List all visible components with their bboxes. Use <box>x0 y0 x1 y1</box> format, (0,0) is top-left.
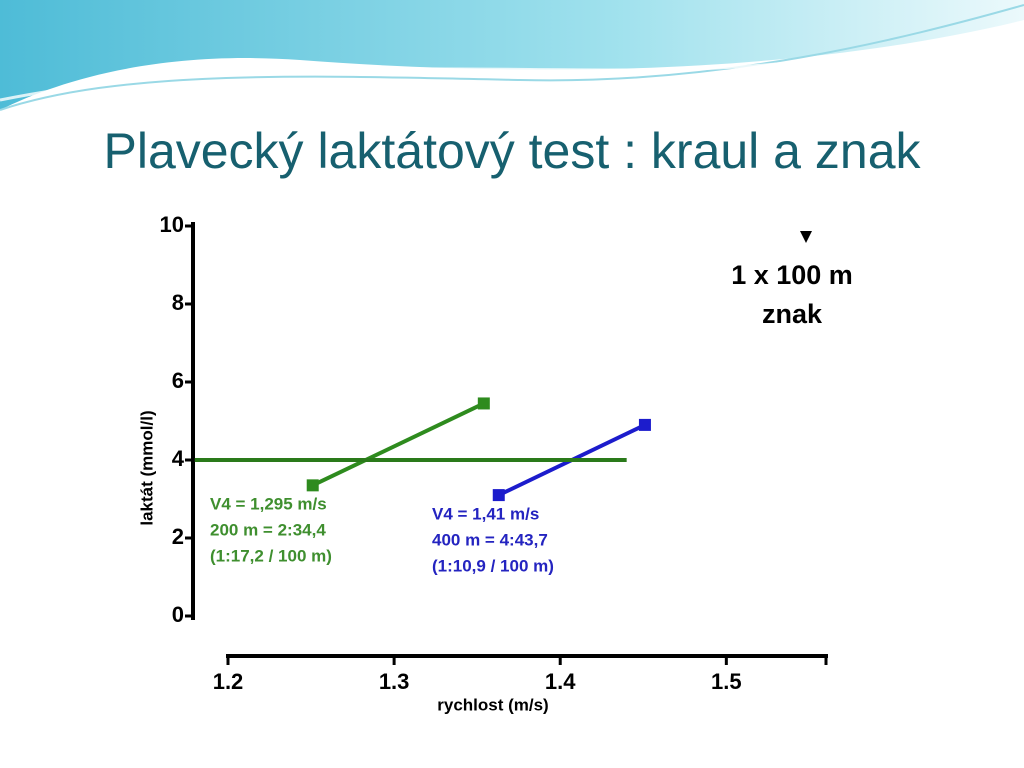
x-tick-label: 1.5 <box>711 669 742 694</box>
point-marker <box>306 479 319 492</box>
annotation: znak <box>762 299 823 329</box>
x-tick-label: 1.3 <box>379 669 410 694</box>
y-tick-label: 4 <box>172 446 185 471</box>
y-tick-label: 0 <box>172 602 184 627</box>
annotation: 200 m = 2:34,4 <box>210 520 326 539</box>
chart-background <box>128 210 880 730</box>
annotation: (1:17,2 / 100 m) <box>210 546 332 565</box>
x-tick-label: 1.4 <box>545 669 576 694</box>
y-axis-label: laktát (mmol/l) <box>137 410 156 525</box>
header-decoration <box>0 0 1024 111</box>
x-tick-label: 1.2 <box>213 669 244 694</box>
marker-symbol <box>800 231 812 243</box>
x-axis-label: rychlost (m/s) <box>437 695 548 714</box>
y-tick-label: 10 <box>160 212 184 237</box>
annotation: 400 m = 4:43,7 <box>432 530 548 549</box>
series-line <box>311 401 485 488</box>
slide-title: Plavecký laktátový test : kraul a znak <box>103 123 921 179</box>
annotation: V4 = 1,41 m/s <box>432 504 539 523</box>
y-tick-label: 6 <box>172 368 184 393</box>
point-marker <box>492 489 505 502</box>
annotation: 1 x 100 m <box>731 260 853 290</box>
annotation: (1:10,9 / 100 m) <box>432 556 554 575</box>
annotation: V4 = 1,295 m/s <box>210 494 327 513</box>
y-tick-label: 8 <box>172 290 184 315</box>
y-tick-label: 2 <box>172 524 184 549</box>
point-marker <box>477 397 490 410</box>
point-marker <box>638 418 651 431</box>
